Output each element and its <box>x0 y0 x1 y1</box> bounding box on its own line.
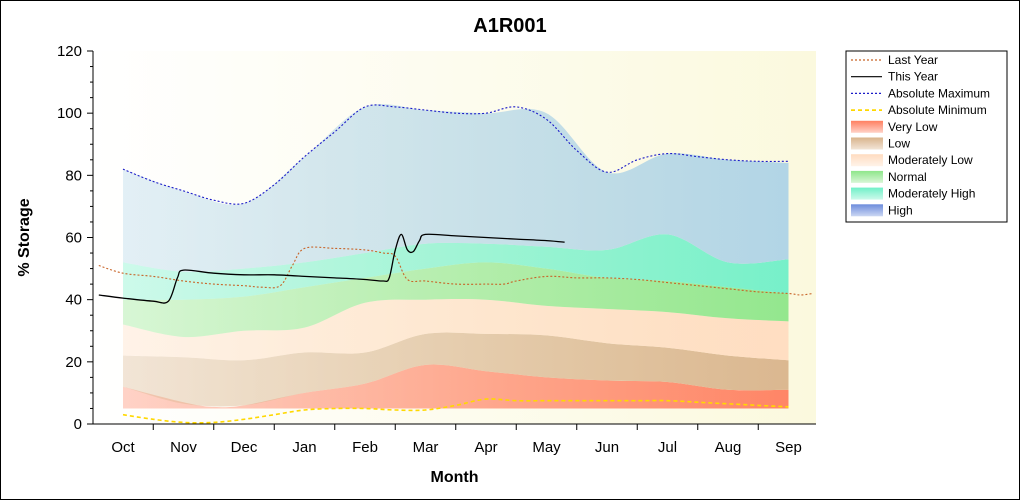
series-absolute-maximum <box>122 104 789 205</box>
x-tick-label: Jul <box>658 439 677 456</box>
legend-item-high: High <box>851 203 913 217</box>
legend-item-this-year: This Year <box>851 70 938 84</box>
y-tick-label: 40 <box>65 292 82 309</box>
legend-label: Normal <box>888 170 927 184</box>
band-low <box>123 332 789 407</box>
x-tick-label: Apr <box>474 439 497 456</box>
legend-label: Last Year <box>888 53 938 67</box>
series-absolute-minimum <box>122 398 789 424</box>
y-tick-label: 60 <box>65 230 82 247</box>
legend-label: This Year <box>888 70 938 84</box>
y-tick-label: 20 <box>65 354 82 371</box>
legend-swatch <box>851 154 883 167</box>
x-tick-label: Jun <box>595 439 619 456</box>
legend-label: High <box>888 203 913 217</box>
x-tick-label: Mar <box>413 439 439 456</box>
series-this-year <box>98 233 565 304</box>
x-tick-label: Oct <box>111 439 135 456</box>
legend-item-absolute-maximum: Absolute Maximum <box>851 86 990 100</box>
x-axis-title: Month <box>431 469 479 486</box>
legend-item-last-year: Last Year <box>851 53 938 67</box>
range-bands <box>123 103 789 409</box>
y-axis-title: % Storage <box>16 198 33 276</box>
legend-item-moderately-low: Moderately Low <box>851 153 973 167</box>
legend-swatch <box>851 187 883 200</box>
series-lines <box>98 104 813 424</box>
x-tick-label: Jan <box>292 439 316 456</box>
y-tick-label: 0 <box>74 416 82 433</box>
x-tick-label: Dec <box>231 439 258 456</box>
legend-swatch <box>851 120 883 133</box>
x-tick-label: Aug <box>715 439 742 456</box>
legend-swatch <box>851 170 883 183</box>
legend-label: Low <box>888 137 910 151</box>
legend-item-low: Low <box>851 137 910 151</box>
legend: Last Year This Year Absolute Maximum Absolu… <box>845 50 1008 223</box>
band-moderately-high <box>123 234 789 300</box>
y-axis-ticks: 0 20 40 60 80 100 120 <box>57 43 93 433</box>
legend-label: Very Low <box>888 120 938 134</box>
band-very-low <box>123 364 789 409</box>
y-tick-label: 100 <box>57 105 82 122</box>
x-axis-ticks: Oct Nov Dec Jan Feb Mar Apr May Jun Jul Aug Sep <box>111 424 802 456</box>
legend-label: Absolute Minimum <box>888 103 987 117</box>
x-tick-label: May <box>532 439 561 456</box>
legend-label: Moderately High <box>888 187 975 201</box>
y-tick-label: 120 <box>57 43 82 60</box>
legend-item-absolute-minimum: Absolute Minimum <box>851 103 987 117</box>
legend-item-moderately-high: Moderately High <box>851 187 975 201</box>
legend-label: Moderately Low <box>888 153 973 167</box>
band-normal <box>123 262 789 338</box>
y-tick-label: 80 <box>65 167 82 184</box>
legend-item-very-low: Very Low <box>851 120 938 134</box>
x-tick-label: Sep <box>775 439 802 456</box>
legend-swatch <box>851 204 883 217</box>
band-high <box>123 103 789 272</box>
band-moderately-low <box>123 299 789 361</box>
legend-label: Absolute Maximum <box>888 86 990 100</box>
legend-swatch <box>851 137 883 150</box>
x-tick-label: Feb <box>352 439 378 456</box>
legend-item-normal: Normal <box>851 170 927 184</box>
chart-title: A1R001 <box>473 15 546 37</box>
x-tick-label: Nov <box>170 439 197 456</box>
